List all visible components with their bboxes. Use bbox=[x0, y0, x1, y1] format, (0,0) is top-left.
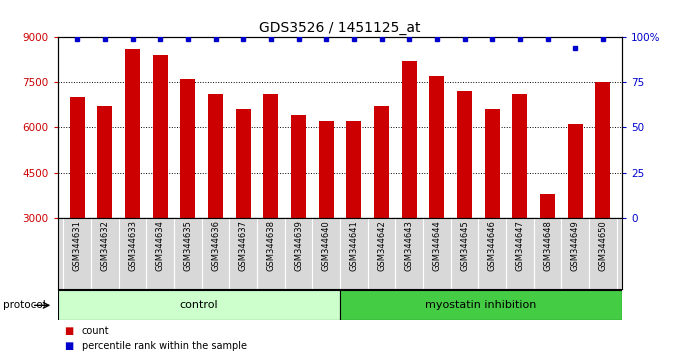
Text: myostatin inhibition: myostatin inhibition bbox=[426, 300, 537, 310]
Text: GSM344644: GSM344644 bbox=[432, 220, 441, 270]
Text: GSM344632: GSM344632 bbox=[101, 220, 109, 271]
Text: GSM344633: GSM344633 bbox=[128, 220, 137, 271]
Bar bbox=[318, 121, 334, 308]
Text: ■: ■ bbox=[65, 326, 74, 336]
Bar bbox=[58, 290, 340, 320]
Bar bbox=[291, 115, 306, 308]
Text: GSM344639: GSM344639 bbox=[294, 220, 303, 271]
Bar bbox=[340, 290, 622, 320]
Bar bbox=[457, 91, 472, 308]
Text: GSM344641: GSM344641 bbox=[350, 220, 358, 270]
Text: GSM344635: GSM344635 bbox=[184, 220, 192, 271]
Bar bbox=[485, 109, 500, 308]
Text: GSM344650: GSM344650 bbox=[598, 220, 607, 270]
Text: protocol: protocol bbox=[3, 300, 46, 310]
Bar bbox=[97, 106, 112, 308]
Bar bbox=[568, 125, 583, 308]
Bar bbox=[346, 121, 362, 308]
Text: GSM344638: GSM344638 bbox=[267, 220, 275, 271]
Bar bbox=[595, 82, 611, 308]
Text: GSM344649: GSM344649 bbox=[571, 220, 579, 270]
Text: GSM344645: GSM344645 bbox=[460, 220, 469, 270]
Bar bbox=[402, 61, 417, 308]
Text: ■: ■ bbox=[65, 341, 74, 351]
Text: GSM344636: GSM344636 bbox=[211, 220, 220, 271]
Text: percentile rank within the sample: percentile rank within the sample bbox=[82, 341, 247, 351]
Bar bbox=[374, 106, 389, 308]
Bar bbox=[152, 55, 168, 308]
Text: GSM344642: GSM344642 bbox=[377, 220, 386, 270]
Text: count: count bbox=[82, 326, 109, 336]
Bar bbox=[208, 95, 223, 308]
Text: GSM344634: GSM344634 bbox=[156, 220, 165, 271]
Text: GSM344637: GSM344637 bbox=[239, 220, 248, 271]
Bar bbox=[429, 76, 445, 308]
Bar bbox=[540, 194, 555, 308]
Bar bbox=[512, 95, 528, 308]
Bar bbox=[263, 95, 278, 308]
Bar bbox=[235, 109, 251, 308]
Text: control: control bbox=[180, 300, 218, 310]
Text: GSM344646: GSM344646 bbox=[488, 220, 496, 271]
Bar bbox=[180, 79, 195, 308]
Text: GSM344631: GSM344631 bbox=[73, 220, 82, 271]
Title: GDS3526 / 1451125_at: GDS3526 / 1451125_at bbox=[259, 21, 421, 35]
Bar bbox=[69, 97, 85, 308]
Text: GSM344640: GSM344640 bbox=[322, 220, 330, 270]
Bar bbox=[125, 49, 140, 308]
Text: GSM344648: GSM344648 bbox=[543, 220, 552, 271]
Text: GSM344643: GSM344643 bbox=[405, 220, 413, 271]
Text: GSM344647: GSM344647 bbox=[515, 220, 524, 271]
